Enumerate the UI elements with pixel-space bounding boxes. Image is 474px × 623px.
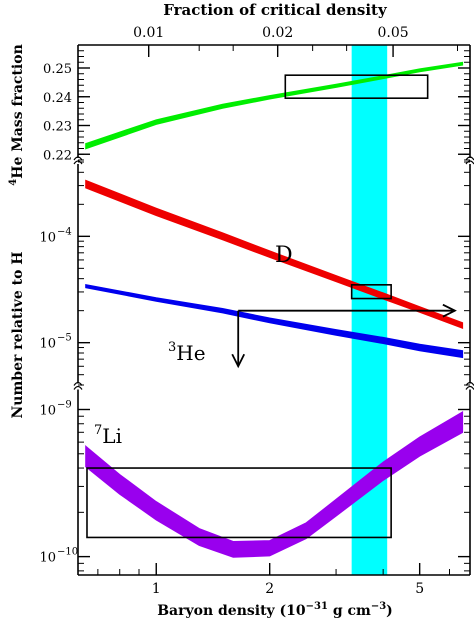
he3-label-sup: 3 <box>168 340 176 355</box>
xlabel-units-exp: −3 <box>371 601 386 612</box>
xlabel-exp: −31 <box>306 601 328 612</box>
series-band-he4-0 <box>85 61 464 150</box>
y-tick-label-li7-0: 10 <box>39 403 56 418</box>
y-tick-exp-dhe3-1: −5 <box>57 333 72 344</box>
axis-break-mark-0-1 <box>465 156 474 165</box>
observation-box-dhe3-0 <box>350 284 392 300</box>
xlabel-text: Baryon density (10 <box>157 603 306 619</box>
series-band-li7-0 <box>85 411 464 558</box>
y-tick-exp-li7-0: −9 <box>57 399 72 410</box>
x-tick-label-2: 5 <box>415 581 424 597</box>
li7-series-label: 7Li <box>94 423 122 448</box>
d-series-label: D <box>275 243 293 268</box>
abundance-ylabel: Number relative to H <box>10 251 26 418</box>
y-tick-label-he4-0: 0.22 <box>43 148 72 163</box>
he4-ylabel: 4He Mass fraction <box>8 44 26 185</box>
xlabel-units: g cm <box>328 603 371 619</box>
limit-arrow-layer <box>231 303 457 369</box>
he4-ylabel-sup: 4 <box>8 179 19 186</box>
top-tick-label-1: 0.02 <box>262 25 293 41</box>
y-tick-label-li7-1: 10 <box>39 551 56 566</box>
li7-label-sup: 7 <box>94 423 102 438</box>
y-tick-exp-dhe3-0: −4 <box>57 226 72 237</box>
y-tick-label-he4-2: 0.24 <box>43 91 72 106</box>
y-tick-exp-li7-1: −10 <box>57 547 78 558</box>
observation-box-he4-0 <box>284 74 429 99</box>
arrow-head-down <box>231 353 246 369</box>
x-axis-label: Baryon density (10−31 g cm−3) <box>157 601 393 619</box>
top-axis-ticks: 0.01 0.02 0.05 <box>133 25 458 57</box>
y-tick-label-dhe3-1: 10 <box>39 337 56 352</box>
series-layer <box>85 61 464 558</box>
x-axis-ticks: 1 2 5 <box>97 563 451 597</box>
series-band-dhe3-0 <box>85 179 464 330</box>
y-tick-label-he4-1: 0.23 <box>43 120 72 135</box>
li7-label-text: Li <box>102 424 122 448</box>
axis-break-mark-0-0 <box>73 156 83 165</box>
xlabel-close: ) <box>386 603 393 619</box>
top-tick-label-2: 0.05 <box>377 25 408 41</box>
observation-box-layer <box>86 74 429 539</box>
chart-title: Fraction of critical density <box>163 1 388 19</box>
observation-box-li7-0 <box>86 467 392 539</box>
y-tick-label-dhe3-0: 10 <box>39 230 56 245</box>
series-band-dhe3-1 <box>85 283 464 359</box>
he3-series-label: 3He <box>168 340 206 365</box>
y-tick-label-he4-3: 0.25 <box>43 62 72 77</box>
he3-label-text: He <box>176 341 205 365</box>
he4-ylabel-text: He Mass fraction <box>10 44 26 179</box>
top-tick-label-0: 0.01 <box>133 25 164 41</box>
arrow-head-right <box>442 303 457 318</box>
x-tick-label-0: 1 <box>152 581 161 597</box>
x-tick-label-1: 2 <box>265 581 274 597</box>
